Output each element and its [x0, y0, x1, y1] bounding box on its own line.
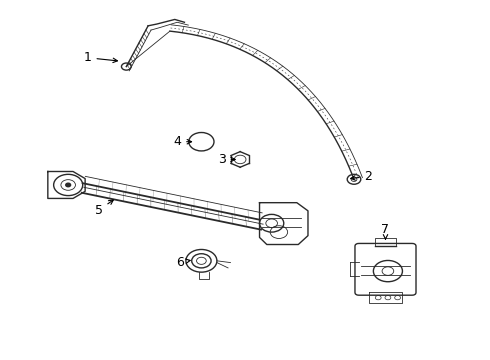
Text: 2: 2: [351, 170, 372, 183]
Circle shape: [66, 183, 71, 187]
Text: 7: 7: [382, 223, 390, 239]
Text: 4: 4: [173, 135, 192, 148]
Text: 5: 5: [95, 200, 113, 217]
Text: 6: 6: [175, 256, 190, 269]
Text: 3: 3: [218, 153, 235, 166]
Text: 1: 1: [84, 51, 118, 64]
